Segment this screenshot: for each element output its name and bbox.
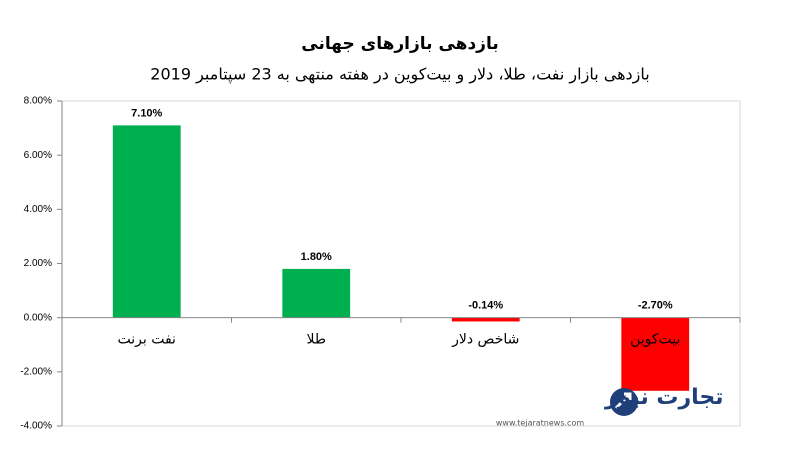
y-tick-label: 8.00% (24, 96, 52, 107)
x-tick-label: بیت‌کوین (630, 332, 680, 348)
bar (451, 317, 520, 322)
chart-subtitle: بازدهی بازار نفت، طلا، دلار و بیت‌کوین د… (150, 65, 649, 85)
logo-arrow (614, 392, 632, 410)
data-label: 1.80% (301, 251, 332, 263)
data-label: -2.70% (638, 300, 673, 312)
bar (112, 125, 181, 318)
bar (621, 317, 690, 391)
chart-title: بازدهی بازارهای جهانی (301, 34, 498, 54)
y-tick-label: 0.00% (24, 312, 52, 323)
y-tick-label: -4.00% (20, 421, 52, 432)
x-tick-label: نفت برنت (118, 332, 176, 348)
data-label: -0.14% (468, 300, 503, 312)
logo-url: www.tejaratnews.com (496, 419, 584, 428)
data-label: 7.10% (131, 107, 162, 119)
watermark: تجارت نیوز www.tejaratnews.com (496, 385, 724, 428)
y-tick-label: -2.00% (20, 366, 52, 377)
bar (282, 268, 351, 318)
y-tick-label: 4.00% (24, 204, 52, 215)
y-tick-label: 6.00% (24, 150, 52, 161)
y-tick-label: 2.00% (24, 258, 52, 269)
x-tick-label: شاخص دلار (451, 332, 519, 348)
logo-brand: تجارت نیوز (604, 385, 724, 410)
x-tick-label: طلا (307, 332, 327, 348)
